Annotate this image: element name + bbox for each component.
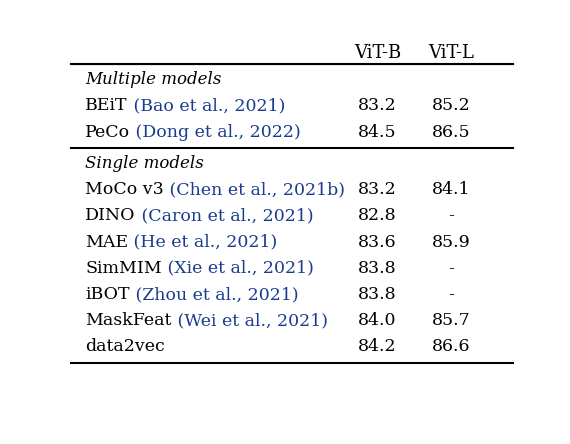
Text: MaskFeat: MaskFeat (85, 312, 172, 329)
Text: 85.9: 85.9 (431, 234, 470, 250)
Text: (Dong et al., 2022): (Dong et al., 2022) (131, 123, 301, 141)
Text: 86.5: 86.5 (431, 123, 470, 141)
Text: 85.7: 85.7 (431, 312, 470, 329)
Text: -: - (448, 207, 454, 224)
Text: 84.1: 84.1 (431, 181, 470, 198)
Text: ViT-L: ViT-L (428, 44, 474, 62)
Text: (Caron et al., 2021): (Caron et al., 2021) (136, 207, 314, 224)
Text: MAE: MAE (85, 234, 128, 250)
Text: 82.8: 82.8 (358, 207, 397, 224)
Text: MoCo v3: MoCo v3 (85, 181, 164, 198)
Text: (Bao et al., 2021): (Bao et al., 2021) (128, 97, 285, 115)
Text: 83.2: 83.2 (358, 97, 397, 115)
Text: DINO: DINO (85, 207, 136, 224)
Text: BEiT: BEiT (85, 97, 128, 115)
Text: data2vec: data2vec (85, 338, 165, 355)
Text: ViT-B: ViT-B (354, 44, 401, 62)
Text: Multiple models: Multiple models (85, 71, 222, 88)
Text: 84.2: 84.2 (358, 338, 397, 355)
Text: 85.2: 85.2 (431, 97, 470, 115)
Text: 84.0: 84.0 (358, 312, 397, 329)
Text: (Wei et al., 2021): (Wei et al., 2021) (172, 312, 328, 329)
Text: PeCo: PeCo (85, 123, 131, 141)
Text: SimMIM: SimMIM (85, 260, 162, 277)
Text: 84.5: 84.5 (358, 123, 397, 141)
Text: -: - (448, 260, 454, 277)
Text: iBOT: iBOT (85, 286, 130, 303)
Text: 86.6: 86.6 (431, 338, 470, 355)
Text: 83.8: 83.8 (358, 286, 397, 303)
Text: 83.2: 83.2 (358, 181, 397, 198)
Text: (Xie et al., 2021): (Xie et al., 2021) (162, 260, 314, 277)
Text: Single models: Single models (85, 155, 204, 172)
Text: (He et al., 2021): (He et al., 2021) (128, 234, 278, 250)
Text: (Chen et al., 2021b): (Chen et al., 2021b) (164, 181, 345, 198)
Text: (Zhou et al., 2021): (Zhou et al., 2021) (130, 286, 298, 303)
Text: 83.6: 83.6 (358, 234, 397, 250)
Text: -: - (448, 286, 454, 303)
Text: 83.8: 83.8 (358, 260, 397, 277)
